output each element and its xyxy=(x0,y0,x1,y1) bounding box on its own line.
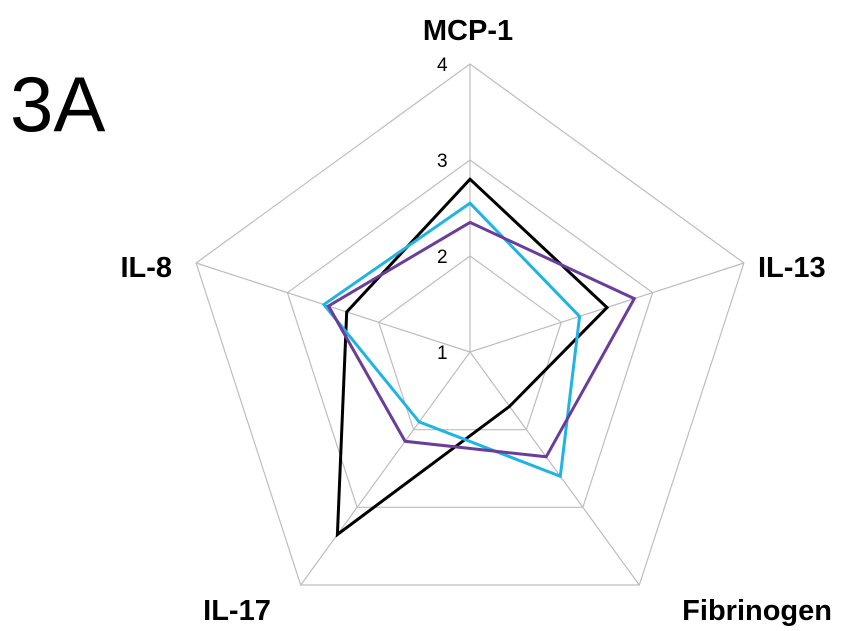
spoke-il-17 xyxy=(300,351,471,586)
axis-labels: MCP-1 IL-13 Fibrinogen IL-17 IL-8 xyxy=(120,15,832,627)
grid-ring-4 xyxy=(195,63,745,586)
grid-ring-2 xyxy=(377,255,563,431)
tick-label-3: 3 xyxy=(437,151,448,172)
tick-labels: 1 2 3 4 xyxy=(437,55,448,364)
axis-label-il-8: IL-8 xyxy=(120,252,172,284)
axis-label-mcp-1: MCP-1 xyxy=(423,15,513,47)
tick-label-2: 2 xyxy=(437,247,448,268)
series-line-3 xyxy=(326,220,637,459)
radar-grid xyxy=(195,63,745,586)
axis-label-fibrinogen: Fibrinogen xyxy=(682,595,832,627)
series-line-1 xyxy=(335,177,610,538)
grid-ring-3 xyxy=(286,159,654,508)
tick-label-4: 4 xyxy=(437,55,448,76)
axis-label-il-13: IL-13 xyxy=(758,252,826,284)
panel-label: 3A xyxy=(10,60,105,148)
axis-label-il-17: IL-17 xyxy=(203,595,271,627)
spoke-fibrinogen xyxy=(469,351,640,586)
spoke-il-8 xyxy=(195,262,471,353)
series-group xyxy=(321,177,637,538)
tick-label-1: 1 xyxy=(437,343,448,364)
